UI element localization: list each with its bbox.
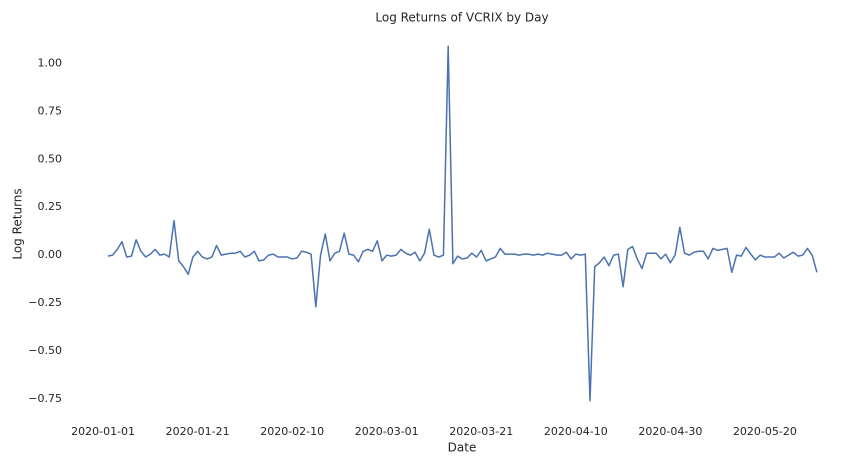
x-tick-label: 2020-04-10 — [544, 425, 608, 438]
x-tick-label: 2020-05-20 — [733, 425, 797, 438]
y-axis-label: Log Returns — [11, 188, 25, 259]
x-tick-label: 2020-04-30 — [638, 425, 702, 438]
chart-title: Log Returns of VCRIX by Day — [375, 11, 548, 25]
x-tick-label: 2020-03-21 — [449, 425, 513, 438]
x-tick-label: 2020-01-21 — [166, 425, 230, 438]
y-tick-label: 0.75 — [38, 104, 63, 117]
y-tick-label: 1.00 — [38, 56, 63, 69]
x-tick-label: 2020-02-10 — [260, 425, 324, 438]
x-tick-label: 2020-03-01 — [355, 425, 419, 438]
data-line — [107, 45, 818, 402]
y-tick-label: 0.00 — [38, 248, 63, 261]
y-tick-label: 0.25 — [38, 200, 63, 213]
y-tick-label: −0.50 — [28, 344, 62, 357]
x-axis-label: Date — [448, 441, 477, 455]
y-tick-label: −0.75 — [28, 392, 62, 405]
y-tick-label: −0.25 — [28, 296, 62, 309]
y-tick-label: 0.50 — [38, 152, 63, 165]
x-tick-label: 2020-01-01 — [71, 425, 135, 438]
